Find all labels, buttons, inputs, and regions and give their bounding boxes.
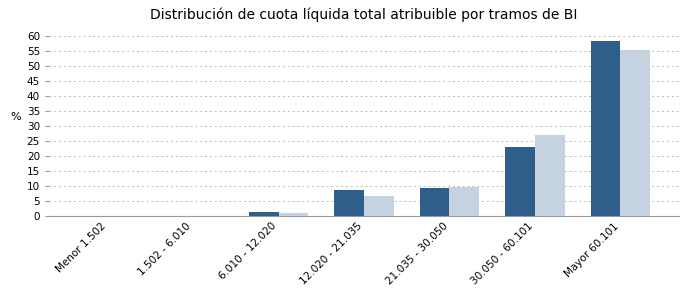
Bar: [535, 135, 565, 216]
Bar: [449, 187, 480, 216]
Title: Distribución de cuota líquida total atribuible por tramos de BI: Distribución de cuota líquida total atri…: [150, 7, 578, 22]
Bar: [279, 213, 309, 216]
Bar: [620, 50, 650, 216]
Bar: [505, 147, 535, 216]
Bar: [591, 40, 620, 216]
Y-axis label: %: %: [10, 112, 21, 122]
Bar: [248, 212, 279, 216]
Bar: [364, 196, 394, 216]
Bar: [334, 190, 364, 216]
Bar: [419, 188, 449, 216]
